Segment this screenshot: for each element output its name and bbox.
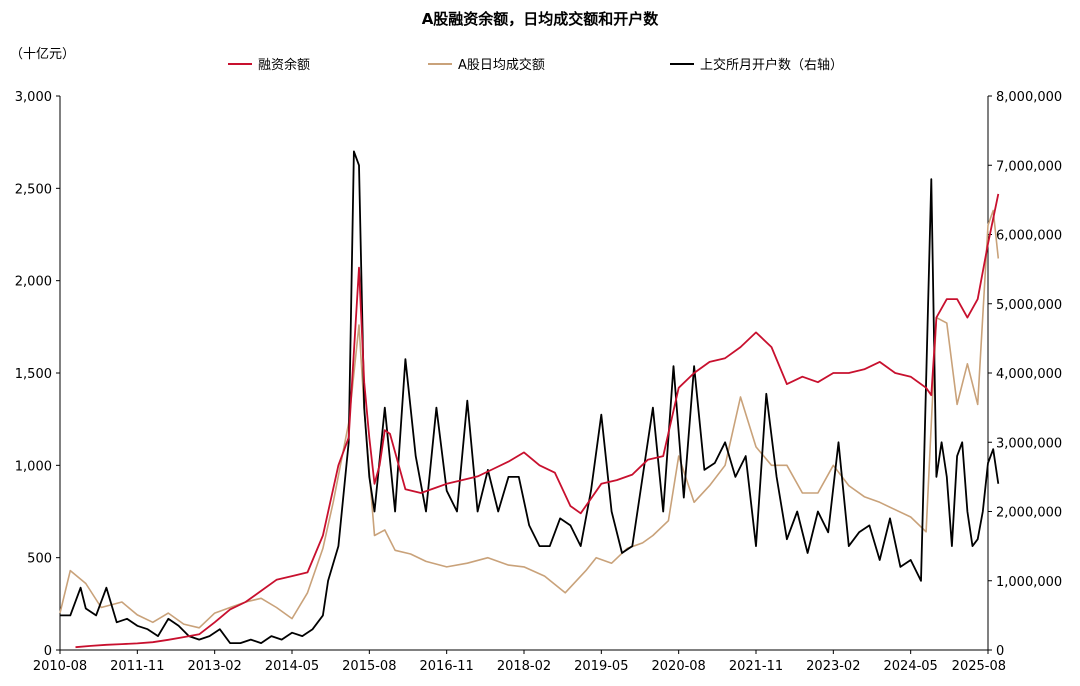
- left-y-tick-label: 2,000: [15, 275, 52, 290]
- x-tick-label: 2021-11: [729, 659, 783, 674]
- left-axis-unit: （十亿元）: [10, 47, 75, 62]
- right-y-tick-label: 5,000,000: [996, 298, 1062, 313]
- left-y-tick-label: 1,000: [15, 459, 52, 474]
- right-y-tick-label: 2,000,000: [996, 506, 1062, 521]
- right-y-tick-label: 0: [996, 644, 1004, 659]
- right-y-tick-label: 7,000,000: [996, 159, 1062, 174]
- legend-label-2: A股日均成交额: [458, 57, 545, 73]
- legend-label-3: 上交所月开户数（右轴）: [700, 57, 843, 73]
- series-line-1: [75, 193, 1000, 649]
- x-tick-label: 2015-08: [342, 659, 396, 674]
- x-tick-label: 2014-05: [265, 659, 319, 674]
- axes: 0 500 1,000 1,500 2,000 2,500 3,000 0 1,000,000 2…: [15, 90, 1062, 674]
- left-y-tick-label: 500: [27, 552, 52, 567]
- x-tick-label: 2025-08: [952, 659, 1006, 674]
- x-tick-label: 2013-02: [188, 659, 242, 674]
- x-tick-label: 2020-08: [652, 659, 706, 674]
- right-y-tick-label: 6,000,000: [996, 229, 1062, 244]
- left-y-tick-label: 0: [44, 644, 52, 659]
- right-y-tick-label: 4,000,000: [996, 367, 1062, 382]
- left-y-tick-label: 1,500: [15, 367, 52, 382]
- left-y-tick-label: 3,000: [15, 90, 52, 105]
- right-y-tick-label: 3,000,000: [996, 436, 1062, 451]
- left-y-tick-label: 2,500: [15, 182, 52, 197]
- right-y-tick-label: 8,000,000: [996, 90, 1062, 105]
- x-tick-label: 2019-05: [574, 659, 628, 674]
- x-tick-label: 2010-08: [33, 659, 87, 674]
- series-line-3: [60, 150, 1000, 644]
- legend-label-1: 融资余额: [258, 57, 310, 73]
- x-tick-label: 2018-02: [497, 659, 551, 674]
- x-tick-label: 2023-02: [806, 659, 860, 674]
- chart-title: A股融资余额，日均成交额和开户数: [422, 10, 660, 28]
- right-y-tick-label: 1,000,000: [996, 575, 1062, 590]
- series-line-2: [59, 209, 1000, 629]
- x-tick-label: 2011-11: [110, 659, 164, 674]
- legend: 融资余额 A股日均成交额 上交所月开户数（右轴）: [228, 57, 843, 73]
- series-group: [59, 150, 1000, 649]
- x-tick-label: 2016-11: [420, 659, 474, 674]
- x-tick-label: 2024-05: [884, 659, 938, 674]
